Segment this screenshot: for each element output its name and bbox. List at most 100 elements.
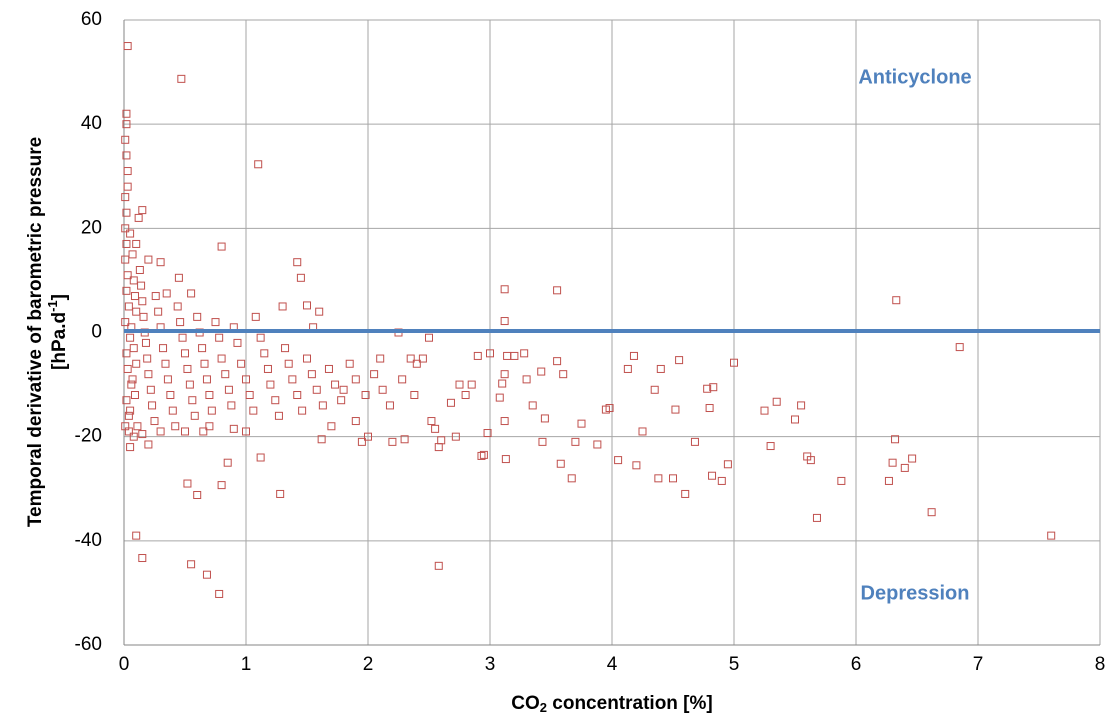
point — [126, 443, 135, 452]
point — [121, 255, 130, 264]
point — [317, 435, 326, 444]
y-label-superscript: -1 — [45, 300, 60, 312]
point — [361, 391, 370, 399]
point — [256, 453, 265, 462]
point — [198, 344, 207, 353]
point — [242, 375, 250, 384]
point — [143, 354, 152, 363]
point — [797, 401, 806, 410]
point — [486, 349, 494, 358]
point — [520, 349, 529, 358]
point — [193, 491, 202, 499]
point — [806, 456, 815, 465]
point — [133, 422, 142, 431]
point — [296, 273, 305, 282]
point — [187, 560, 196, 569]
point — [1047, 531, 1056, 540]
point — [298, 406, 307, 415]
point — [908, 454, 917, 463]
point — [178, 333, 187, 342]
point — [303, 301, 311, 310]
point — [168, 406, 177, 415]
point — [284, 359, 293, 368]
point — [538, 437, 547, 446]
point — [181, 349, 189, 358]
point — [124, 302, 133, 311]
point — [177, 74, 186, 83]
x-tick-label: 8 — [1095, 654, 1106, 675]
point — [122, 151, 131, 160]
point — [202, 375, 211, 384]
point — [176, 318, 185, 327]
point — [215, 589, 224, 598]
point — [500, 317, 509, 326]
annotation: Depression — [861, 582, 970, 604]
point — [123, 42, 132, 51]
point — [690, 437, 699, 446]
point — [229, 424, 238, 433]
point — [123, 271, 132, 280]
point — [122, 396, 131, 405]
point — [577, 419, 586, 428]
point — [146, 385, 155, 394]
point — [188, 396, 197, 405]
x-tick-label: 5 — [729, 654, 740, 675]
point — [183, 364, 192, 373]
point — [129, 344, 138, 353]
point — [124, 411, 133, 420]
point — [567, 474, 576, 483]
point — [123, 167, 132, 176]
point — [303, 354, 311, 363]
point — [638, 427, 647, 436]
point — [215, 333, 224, 342]
point — [378, 385, 387, 394]
point — [772, 397, 781, 406]
point — [193, 312, 202, 321]
point — [406, 354, 415, 363]
point — [266, 380, 275, 389]
point — [400, 435, 409, 444]
point — [500, 370, 509, 379]
point — [900, 463, 909, 472]
x-label-subscript: 2 — [540, 700, 547, 715]
point — [144, 255, 153, 264]
point — [159, 344, 168, 353]
point — [437, 436, 446, 445]
point — [200, 359, 209, 368]
point — [412, 359, 421, 368]
point — [614, 456, 623, 465]
point — [398, 375, 407, 384]
point — [553, 286, 562, 295]
point — [632, 461, 641, 470]
point — [224, 385, 233, 394]
point — [331, 380, 340, 389]
point — [122, 349, 131, 358]
point — [434, 443, 443, 452]
point — [124, 427, 133, 436]
point — [669, 474, 677, 483]
point — [274, 411, 283, 420]
point — [955, 343, 964, 352]
point — [202, 570, 211, 579]
point — [884, 476, 893, 485]
point — [150, 417, 159, 426]
point — [791, 415, 799, 424]
x-tick-label: 0 — [119, 654, 130, 675]
point — [138, 206, 147, 215]
y-label-part: ] — [49, 294, 70, 300]
point — [281, 344, 290, 353]
point — [312, 385, 321, 394]
y-tick-label: 40 — [81, 113, 102, 134]
point — [126, 229, 135, 238]
point — [271, 396, 280, 405]
point — [522, 375, 531, 384]
point — [559, 370, 568, 379]
point — [135, 266, 144, 274]
point — [130, 391, 139, 399]
point — [139, 312, 148, 321]
point — [211, 318, 220, 327]
point — [337, 396, 346, 405]
point — [418, 354, 427, 363]
point — [503, 351, 512, 360]
point — [339, 385, 348, 394]
